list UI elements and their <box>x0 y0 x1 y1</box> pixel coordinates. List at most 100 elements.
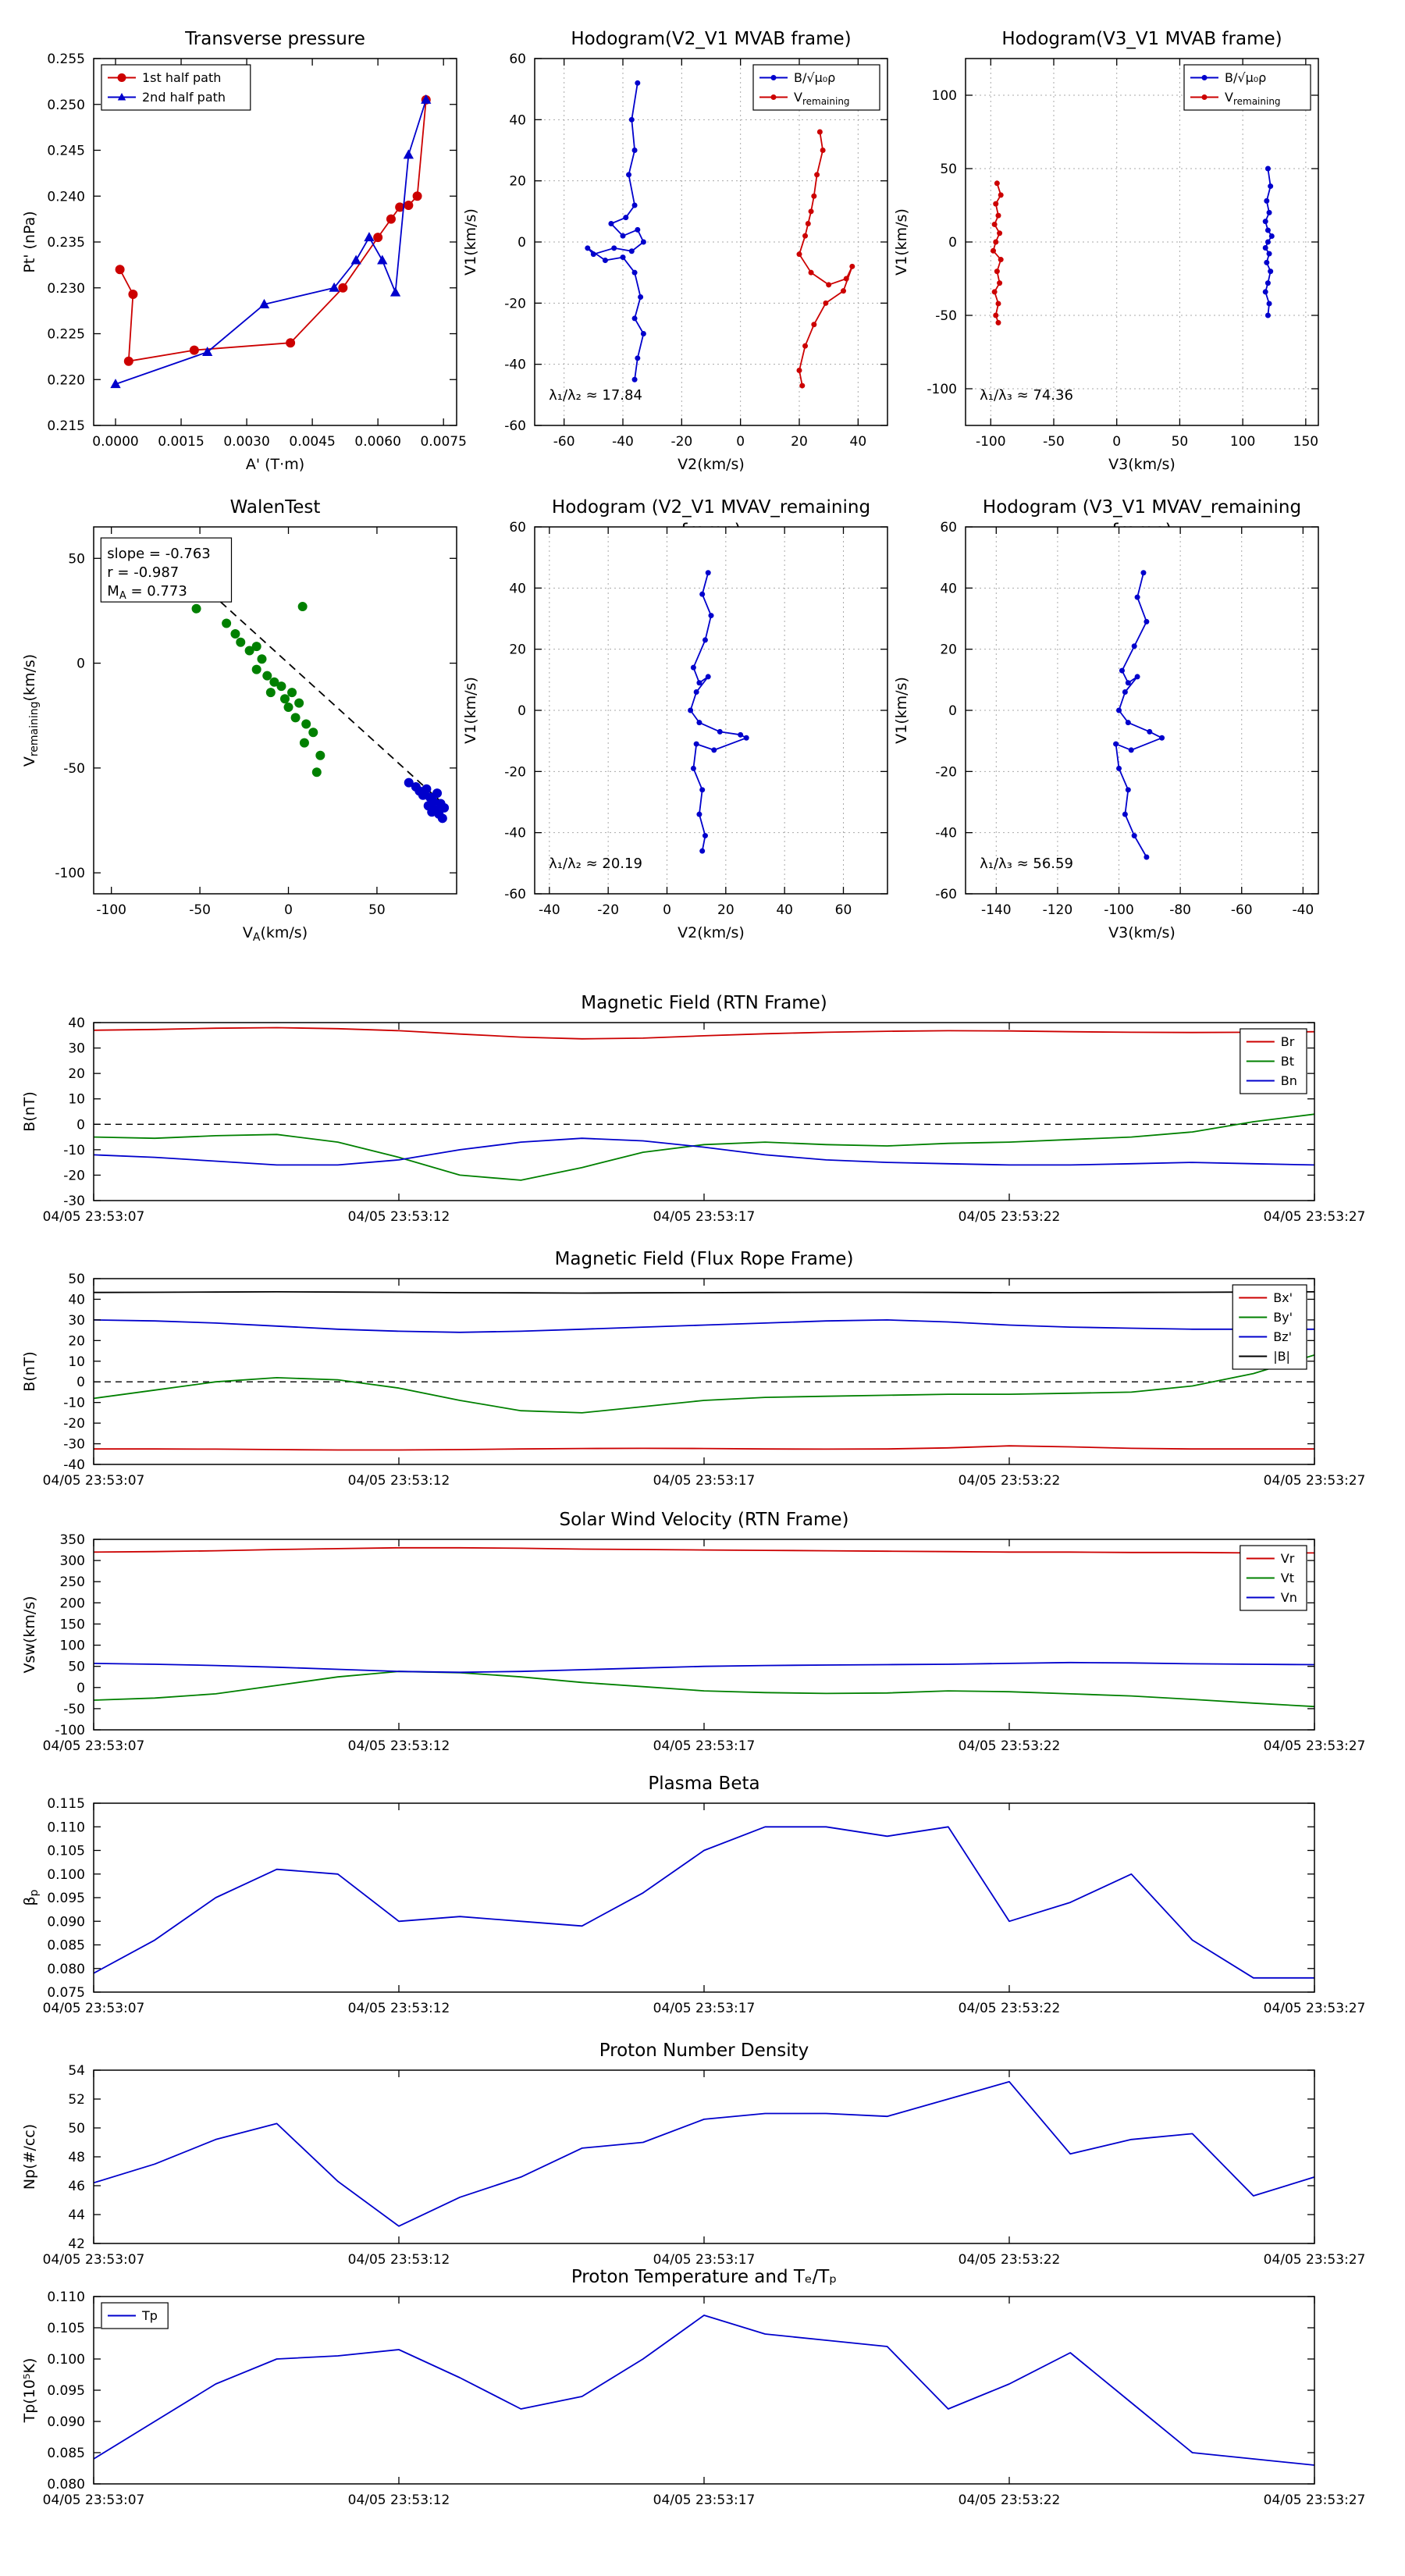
svg-text:250: 250 <box>60 1574 85 1590</box>
svg-text:-40: -40 <box>612 434 634 450</box>
svg-text:2nd half path: 2nd half path <box>142 90 226 105</box>
svg-text:04/05 23:53:07: 04/05 23:53:07 <box>43 2252 145 2268</box>
svg-text:-20: -20 <box>597 902 619 918</box>
svg-text:0.075: 0.075 <box>47 1985 85 2001</box>
svg-text:Bn: Bn <box>1281 1073 1297 1088</box>
svg-text:Bx': Bx' <box>1273 1290 1293 1305</box>
chart-title-plasma-beta: Plasma Beta <box>648 1774 760 1794</box>
svg-text:A' (T·m): A' (T·m) <box>246 456 304 473</box>
svg-text:-50: -50 <box>63 761 85 777</box>
chart-plasma-beta: 04/05 23:53:07 04/05 23:53:12 04/05 23:53:… <box>21 1796 1365 2016</box>
svg-text:04/05 23:53:27: 04/05 23:53:27 <box>1264 1738 1366 1754</box>
svg-text:0: 0 <box>284 902 293 918</box>
svg-text:0.220: 0.220 <box>47 372 85 388</box>
series-Bt <box>94 1113 1314 1181</box>
series-V_remaining <box>796 129 855 389</box>
svg-text:150: 150 <box>1293 434 1318 450</box>
chart-title-hodogram-v3v1-mvab: Hodogram(V3_V1 MVAB frame) <box>1001 29 1282 49</box>
svg-text:βp: βp <box>21 1889 41 1905</box>
svg-text:04/05 23:53:12: 04/05 23:53:12 <box>348 1209 450 1225</box>
svg-text:04/05 23:53:27: 04/05 23:53:27 <box>1264 2001 1366 2016</box>
svg-text:-80: -80 <box>1169 902 1191 918</box>
svg-text:V1(km/s): V1(km/s) <box>462 677 479 744</box>
series-fit-line <box>190 575 449 809</box>
svg-text:-40: -40 <box>539 902 560 918</box>
svg-text:40: 40 <box>68 1292 85 1308</box>
svg-text:300: 300 <box>60 1553 85 1569</box>
svg-text:-60: -60 <box>504 418 526 434</box>
series-first-half-points <box>191 602 325 777</box>
svg-text:Br: Br <box>1281 1034 1295 1049</box>
chart-transverse-pressure: 0.0000 0.0015 0.0030 0.0045 0.0060 0.0075 0.21… <box>21 52 467 473</box>
svg-text:42: 42 <box>68 2236 85 2252</box>
svg-text:0.085: 0.085 <box>47 1938 85 1954</box>
svg-text:-40: -40 <box>63 1457 85 1473</box>
svg-text:50: 50 <box>68 1272 85 1287</box>
svg-text:44: 44 <box>68 2208 85 2223</box>
svg-text:B(nT): B(nT) <box>21 1351 38 1392</box>
svg-text:0: 0 <box>76 1375 85 1390</box>
svg-text:0.110: 0.110 <box>47 1820 85 1835</box>
svg-text:04/05 23:53:12: 04/05 23:53:12 <box>348 2252 450 2268</box>
svg-text:r = -0.987: r = -0.987 <box>107 564 179 581</box>
svg-text:-40: -40 <box>1292 902 1314 918</box>
svg-text:0.0075: 0.0075 <box>420 434 466 450</box>
svg-text:04/05 23:53:27: 04/05 23:53:27 <box>1264 2252 1366 2268</box>
svg-text:50: 50 <box>68 551 85 567</box>
svg-text:0.225: 0.225 <box>47 327 85 343</box>
svg-text:0: 0 <box>76 1117 85 1133</box>
svg-text:0: 0 <box>76 1681 85 1696</box>
svg-text:V1(km/s): V1(km/s) <box>893 208 910 276</box>
svg-text:MA = 0.773: MA = 0.773 <box>107 583 187 602</box>
svg-text:0.0015: 0.0015 <box>158 434 204 450</box>
svg-text:30: 30 <box>68 1313 85 1329</box>
svg-text:150: 150 <box>60 1617 85 1632</box>
svg-text:04/05 23:53:22: 04/05 23:53:22 <box>959 1738 1061 1754</box>
svg-text:-20: -20 <box>504 296 526 311</box>
svg-text:04/05 23:53:22: 04/05 23:53:22 <box>959 2252 1061 2268</box>
svg-text:-20: -20 <box>63 1168 85 1183</box>
svg-text:0.250: 0.250 <box>47 98 85 113</box>
series-Bz' <box>94 1319 1314 1333</box>
svg-text:-40: -40 <box>935 826 957 841</box>
series-B/√μ₀ρ <box>585 80 646 382</box>
series-Bx' <box>94 1445 1314 1451</box>
svg-text:50: 50 <box>1172 434 1189 450</box>
svg-text:40: 40 <box>776 902 793 918</box>
svg-text:-60: -60 <box>504 887 526 902</box>
svg-text:04/05 23:53:22: 04/05 23:53:22 <box>959 1209 1061 1225</box>
svg-text:04/05 23:53:07: 04/05 23:53:07 <box>43 2492 145 2508</box>
svg-text:60: 60 <box>940 520 957 535</box>
svg-text:-40: -40 <box>504 358 526 373</box>
svg-text:0: 0 <box>76 656 85 672</box>
chart-title-mag-rtn: Magnetic Field (RTN Frame) <box>581 993 827 1013</box>
svg-text:Bt: Bt <box>1281 1054 1294 1069</box>
chart-title-vsw-rtn: Solar Wind Velocity (RTN Frame) <box>559 1510 849 1530</box>
svg-text:Tp(10⁵K): Tp(10⁵K) <box>21 2358 38 2424</box>
svg-text:Vremaining(km/s): Vremaining(km/s) <box>21 654 41 767</box>
svg-text:04/05 23:53:07: 04/05 23:53:07 <box>43 1473 145 1489</box>
svg-text:04/05 23:53:07: 04/05 23:53:07 <box>43 1209 145 1225</box>
svg-text:-50: -50 <box>1043 434 1065 450</box>
svg-text:50: 50 <box>940 162 957 177</box>
svg-text:04/05 23:53:22: 04/05 23:53:22 <box>959 2492 1061 2508</box>
svg-text:0.090: 0.090 <box>47 2414 85 2430</box>
svg-text:60: 60 <box>509 52 526 67</box>
svg-text:0: 0 <box>518 703 526 719</box>
series-B/√μ₀ρ <box>1262 165 1275 318</box>
svg-text:-40: -40 <box>504 826 526 841</box>
svg-text:0.245: 0.245 <box>47 144 85 159</box>
svg-text:-100: -100 <box>96 902 126 918</box>
chart-hodogram-v3v1-mvav: -140 -120 -100 -80 -60 -40 -60 -40 -20 0 20 40 60 V3(… <box>893 520 1319 941</box>
svg-text:04/05 23:53:17: 04/05 23:53:17 <box>653 1738 756 1754</box>
svg-text:0.215: 0.215 <box>47 418 85 434</box>
svg-text:0.080: 0.080 <box>47 2477 85 2492</box>
svg-text:100: 100 <box>1230 434 1255 450</box>
svg-text:-50: -50 <box>935 308 957 324</box>
svg-text:100: 100 <box>932 88 957 104</box>
svg-text:Pt' (nPa): Pt' (nPa) <box>21 211 38 272</box>
svg-text:-20: -20 <box>670 434 692 450</box>
svg-text:VA(km/s): VA(km/s) <box>243 924 308 944</box>
svg-text:0.230: 0.230 <box>47 281 85 297</box>
svg-text:-100: -100 <box>976 434 1006 450</box>
